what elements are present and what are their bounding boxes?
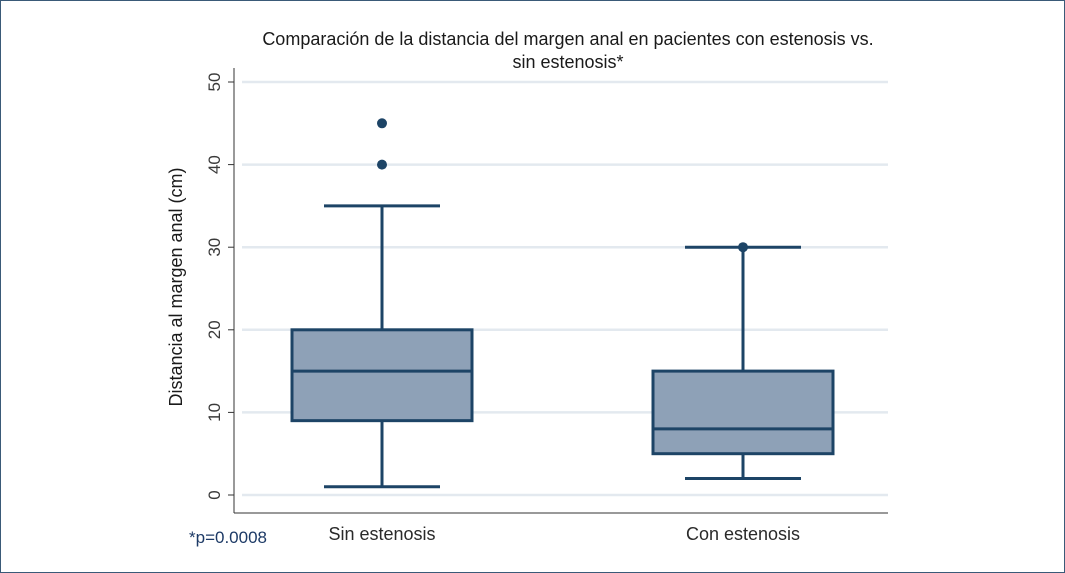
x-axis: Sin estenosis Con estenosis [234, 512, 888, 544]
chart-title-line-2: sin estenosis* [512, 52, 623, 72]
outlier-point-1 [738, 242, 748, 253]
y-tick-label-40: 40 [205, 155, 224, 174]
footnote-p-value: *p=0.0008 [189, 528, 267, 547]
y-tick-label-10: 10 [205, 403, 224, 422]
y-tick-label-50: 50 [205, 73, 224, 92]
y-tick-label-30: 30 [205, 238, 224, 257]
y-tick-label-20: 20 [205, 320, 224, 339]
x-category-label-2: Con estenosis [686, 524, 800, 544]
outlier-point-2 [377, 118, 387, 129]
outlier-point-1 [377, 159, 387, 170]
x-category-label-1: Sin estenosis [328, 524, 435, 544]
iqr-box [290, 328, 474, 423]
y-axis-label: Distancia al margen anal (cm) [166, 167, 186, 406]
box-2 [651, 242, 835, 480]
y-tick-label-0: 0 [205, 490, 224, 499]
box-series [290, 118, 835, 489]
y-axis: 0 10 20 30 40 50 [205, 68, 235, 513]
iqr-box [651, 369, 835, 456]
box-1 [290, 118, 474, 489]
chart-title-line-1: Comparación de la distancia del margen a… [262, 29, 873, 49]
